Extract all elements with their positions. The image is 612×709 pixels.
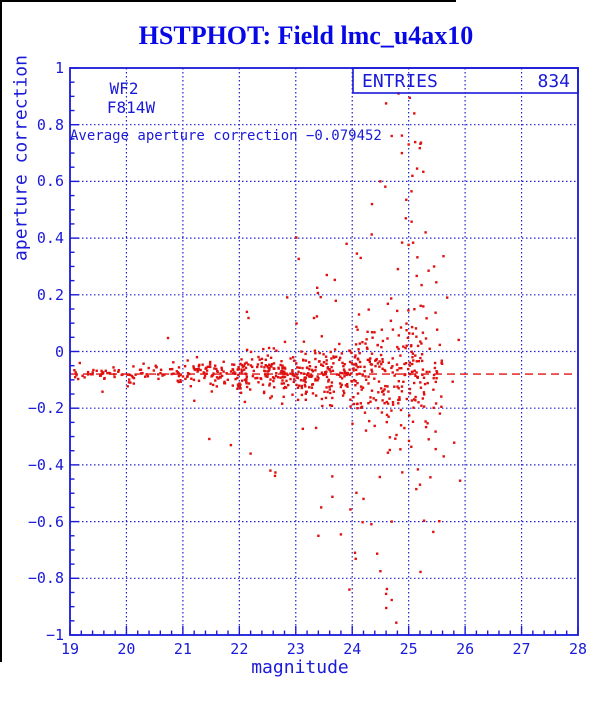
entries-box-label: ENTRIES (362, 71, 438, 92)
detector-label: WF2 (109, 79, 139, 98)
x-tick-label: 21 (173, 640, 192, 658)
y-tick-label: 0.8 (36, 115, 64, 134)
x-axis-title-text: magnitude (251, 657, 349, 678)
y-tick-label: 1 (54, 59, 64, 77)
x-tick-label: 28 (568, 640, 588, 658)
y-tick-label: 0.6 (36, 172, 64, 191)
window-frame-left-edge (0, 0, 2, 662)
x-axis-title: magnitude (0, 657, 612, 678)
y-tick-label: −0.6 (27, 512, 64, 531)
x-tick-label: 20 (117, 640, 136, 658)
x-tick-label: 27 (512, 640, 531, 658)
x-tick-label: 19 (60, 640, 80, 658)
filter-label: F814W (106, 98, 156, 117)
y-tick-label: −0.2 (27, 399, 64, 418)
y-tick-label: −0.8 (27, 569, 64, 588)
x-tick-label: 25 (399, 640, 418, 658)
average-correction-annotation: Average aperture correction −0.079452 (70, 128, 382, 144)
x-tick-label: 23 (286, 640, 305, 658)
y-tick-label: 0 (54, 342, 64, 361)
y-tick-label: −0.4 (27, 455, 64, 474)
entries-box-value: 834 (537, 71, 570, 92)
page-title: HSTPHOT: Field lmc_u4ax10 (138, 21, 474, 50)
y-tick-label: −1 (45, 626, 64, 644)
y-tick-label: 0.4 (36, 229, 64, 248)
window-frame-top-edge (0, 0, 456, 2)
x-tick-label: 26 (456, 640, 475, 658)
x-tick-label: 24 (343, 640, 362, 658)
x-tick-label: 22 (230, 640, 249, 658)
y-tick-label: 0.2 (36, 285, 64, 304)
